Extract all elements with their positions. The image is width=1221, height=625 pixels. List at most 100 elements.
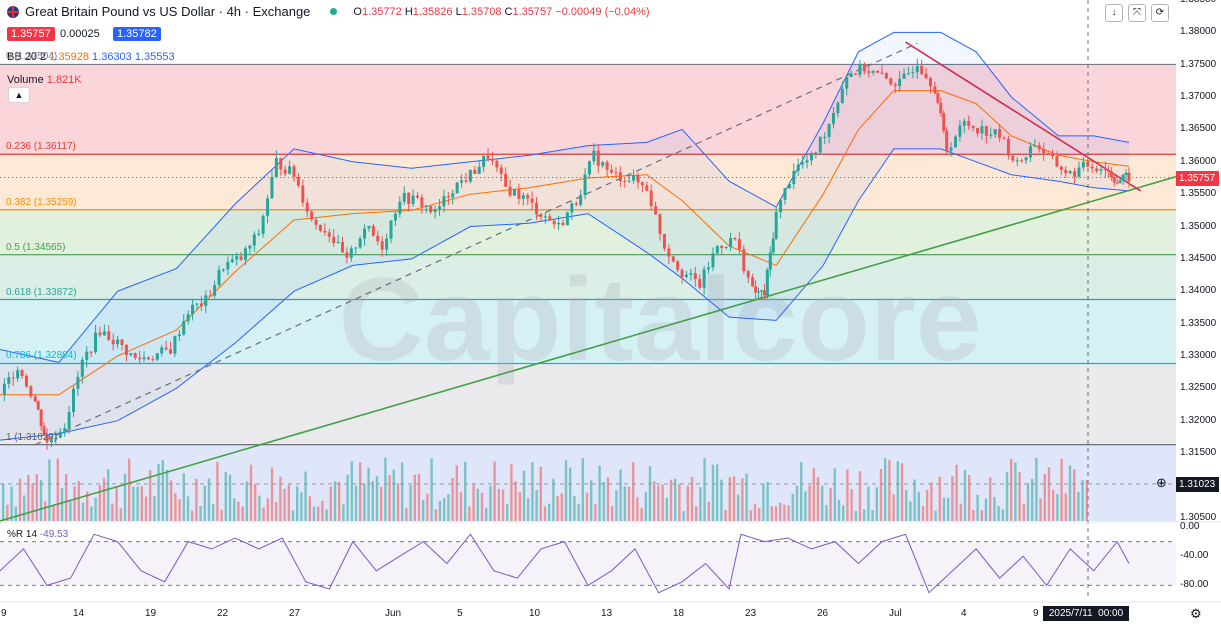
y-tick-label: 1.34500 — [1180, 252, 1217, 264]
candle-body — [63, 428, 67, 432]
symbol-title[interactable]: Great Britain Pound vs US Dollar · 4h · … — [7, 4, 650, 19]
volume-bar — [888, 459, 891, 521]
volume-bar — [989, 477, 992, 521]
volume-bar — [296, 486, 299, 521]
volume-bar — [959, 503, 962, 521]
sell-button[interactable]: 1.35757 — [7, 27, 55, 41]
fib-level-label: 0.786 (1.32884) — [6, 350, 77, 362]
bb-basis-line — [0, 90, 1130, 396]
volume-bar — [312, 506, 316, 521]
add-alert-icon[interactable]: ⊕ — [1156, 475, 1167, 491]
candle-body — [632, 175, 636, 181]
wpr-tick-label: -80.00 — [1180, 579, 1209, 591]
candle-body — [301, 185, 305, 203]
candle-body — [1055, 156, 1059, 167]
volume-bar — [585, 492, 589, 521]
ohlc-key: L — [455, 5, 462, 18]
candle-body — [757, 291, 761, 293]
volume-bar — [342, 504, 345, 521]
volume-bar — [926, 490, 929, 521]
volume-bar — [468, 506, 471, 521]
candle-body — [407, 192, 411, 205]
candle-body — [7, 377, 11, 384]
volume-bar — [119, 508, 122, 521]
volume-bar — [678, 483, 681, 521]
volume-bar — [774, 506, 778, 521]
candle-body — [217, 270, 221, 285]
download-icon[interactable]: ↓ — [1105, 4, 1123, 22]
volume-bar — [149, 470, 152, 521]
volume-bar — [228, 474, 232, 521]
x-tick-label: 5 — [457, 608, 463, 619]
bb-basis-value: 1.35928 — [49, 51, 89, 63]
candle-body — [252, 234, 256, 246]
volume-bar — [56, 458, 59, 521]
candle-body — [1015, 160, 1019, 162]
candle-body — [711, 253, 715, 268]
volume-bar — [455, 465, 458, 521]
volume-bar — [224, 472, 227, 521]
y-tick-label: 1.32000 — [1180, 414, 1217, 426]
candle-body — [389, 220, 393, 239]
candle-body — [1115, 182, 1119, 184]
volume-bar — [741, 478, 744, 521]
volume-bar — [447, 494, 450, 521]
candle-body — [862, 63, 866, 72]
volume-bar — [401, 462, 404, 521]
volume-bar — [178, 499, 181, 521]
candle-body — [980, 126, 984, 134]
volume-bar — [669, 479, 673, 521]
volume-bar — [900, 463, 904, 521]
candle-body — [1090, 166, 1094, 169]
candle-body — [76, 376, 80, 389]
volume-bar — [720, 479, 723, 521]
volume-bar — [1001, 509, 1004, 521]
volume-bar — [132, 486, 135, 521]
y-tick-label: 1.32500 — [1180, 382, 1217, 394]
candle-body — [768, 252, 772, 270]
volume-bar — [863, 509, 866, 521]
collapse-arrows-icon[interactable]: ⤧ — [1128, 4, 1146, 22]
x-tick-label: 9 — [1033, 608, 1039, 619]
candle-body — [906, 73, 910, 75]
volume-bar — [590, 480, 593, 521]
volume-bar — [266, 498, 269, 521]
candle-body — [208, 295, 212, 297]
volume-bar — [111, 503, 114, 521]
candle-body — [89, 351, 93, 353]
volume-bar — [506, 504, 509, 521]
bb-lower-value: 1.35553 — [134, 51, 175, 63]
candle-body — [1124, 172, 1128, 175]
x-tick-label: 14 — [73, 608, 85, 619]
volume-bar — [762, 483, 765, 521]
wpr-legend[interactable]: %R 14 -49.53 — [7, 529, 68, 540]
bb-legend[interactable]: BB 20 2 1.35928 1.36303 1.35553 — [7, 51, 175, 63]
buy-button[interactable]: 1.35782 — [113, 27, 161, 41]
volume-legend[interactable]: Volume 1.821K — [7, 74, 82, 86]
volume-bar — [262, 507, 265, 521]
volume-bar — [300, 492, 303, 521]
volume-bar — [464, 461, 467, 521]
refresh-icon[interactable]: ⟳ — [1151, 4, 1169, 22]
volume-bar — [1010, 458, 1013, 521]
volume-bar — [615, 490, 618, 521]
volume-bar — [636, 497, 639, 521]
candle-body — [1118, 180, 1122, 183]
volume-bar — [749, 510, 752, 521]
volume-bar — [396, 483, 400, 521]
candle-body — [698, 279, 702, 288]
candle-body — [627, 180, 631, 182]
y-tick-label: 1.37500 — [1180, 58, 1217, 70]
collapse-legend-button[interactable]: ▲ — [8, 87, 30, 103]
volume-bar — [375, 476, 379, 521]
volume-bar — [270, 467, 274, 521]
volume-bar — [816, 477, 820, 521]
candle-body — [151, 359, 155, 361]
candle-body — [924, 73, 928, 79]
volume-bar — [812, 468, 815, 521]
candle-body — [880, 72, 884, 74]
volume-bar — [779, 502, 782, 521]
settings-icon[interactable]: ⚙ — [1190, 606, 1202, 621]
